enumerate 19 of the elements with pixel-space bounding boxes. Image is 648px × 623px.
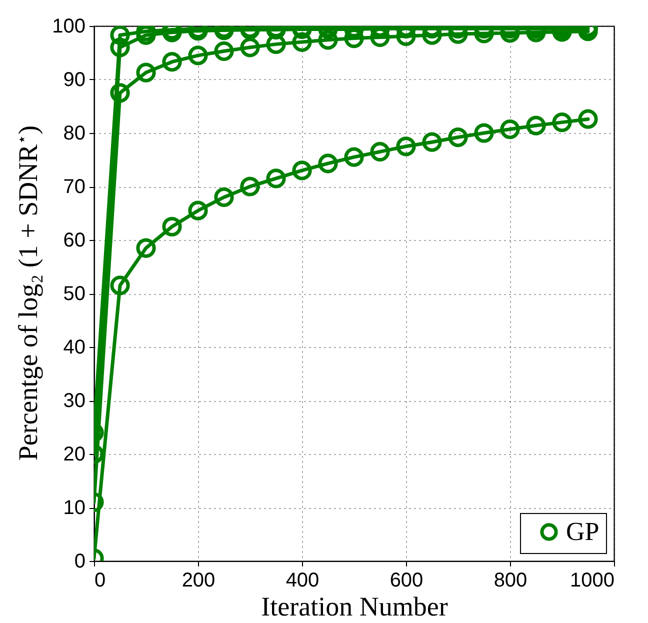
x-tick-label: 800: [494, 570, 528, 592]
y-tick-label: 40: [63, 336, 86, 358]
legend-label: GP: [566, 517, 600, 546]
x-tick-label: 400: [286, 570, 320, 592]
x-tick-label: 600: [390, 570, 424, 592]
y-tick-label: 0: [74, 550, 86, 572]
x-axis-title: Iteration Number: [261, 592, 448, 622]
y-tick-label: 10: [63, 497, 86, 519]
y-tick-label: 80: [63, 122, 86, 144]
x-tick-label: 200: [182, 570, 216, 592]
y-tick-label: 100: [52, 16, 86, 38]
x-tick-label: 1000: [570, 570, 614, 592]
y-tick-label: 60: [63, 230, 86, 252]
x-tick-label: 0: [94, 570, 106, 592]
y-tick-label: 90: [63, 69, 86, 91]
y-tick-label: 30: [63, 390, 86, 412]
y-tick-label: 70: [63, 176, 86, 198]
y-tick-label: 20: [63, 444, 86, 466]
y-tick-label: 50: [63, 283, 86, 305]
